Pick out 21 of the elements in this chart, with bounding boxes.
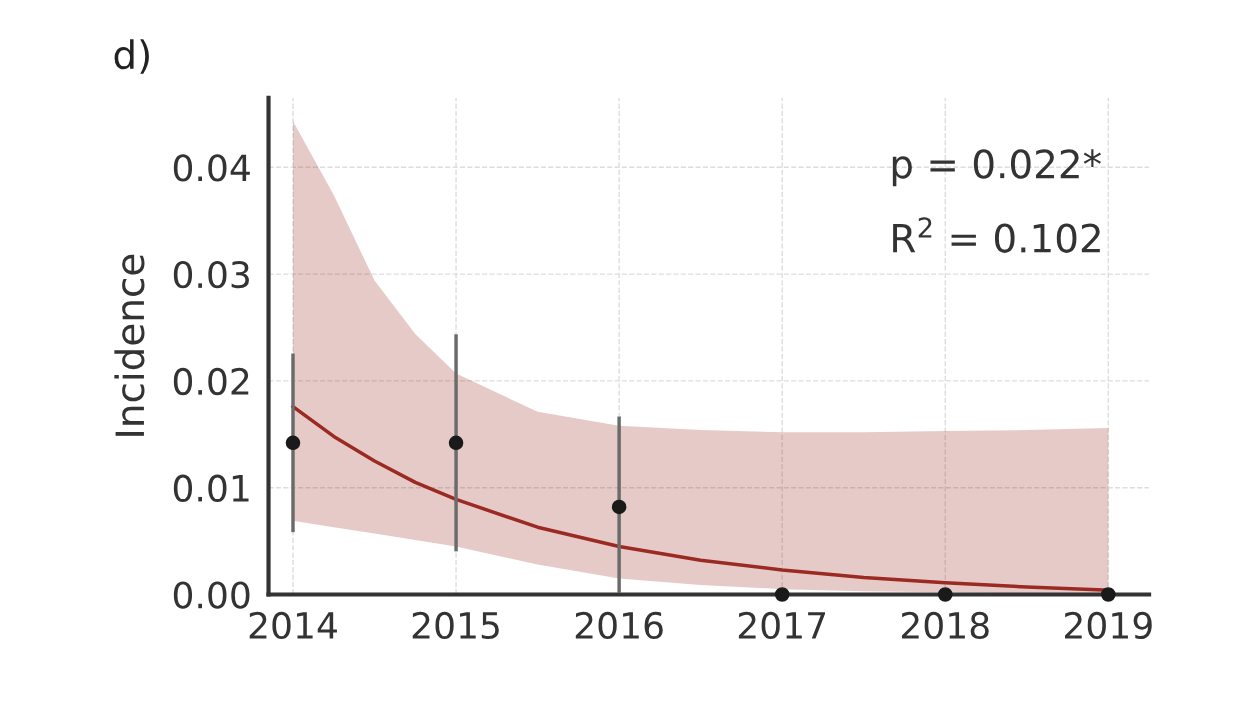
- point: [937, 587, 953, 602]
- y-tick-label: 0.02: [173, 367, 249, 396]
- x-tick-label: 2014: [249, 611, 337, 640]
- y-tick-label: 0.03: [173, 261, 249, 289]
- point: [285, 435, 301, 451]
- point: [1101, 587, 1116, 602]
- point: [774, 587, 790, 602]
- point: [448, 435, 464, 451]
- y-tick-label: 0.00: [173, 581, 250, 609]
- chart-title: d): [114, 39, 149, 74]
- x-tick-label: 2015: [412, 611, 499, 640]
- x-tick-label: 2019: [1065, 611, 1152, 640]
- annotation: R$^{2}$ = 0.102: [893, 217, 1100, 253]
- annotation: p = 0.022*: [892, 149, 1101, 187]
- y-tick-label: 0.04: [173, 154, 250, 182]
- point: [611, 499, 627, 515]
- x-tick-label: 2018: [901, 611, 989, 640]
- x-tick-label: 2016: [575, 611, 663, 640]
- x-tick-label: 2017: [738, 611, 826, 640]
- y-axis-title: Incidence: [114, 254, 145, 436]
- y-tick-label: 0.01: [173, 474, 249, 502]
